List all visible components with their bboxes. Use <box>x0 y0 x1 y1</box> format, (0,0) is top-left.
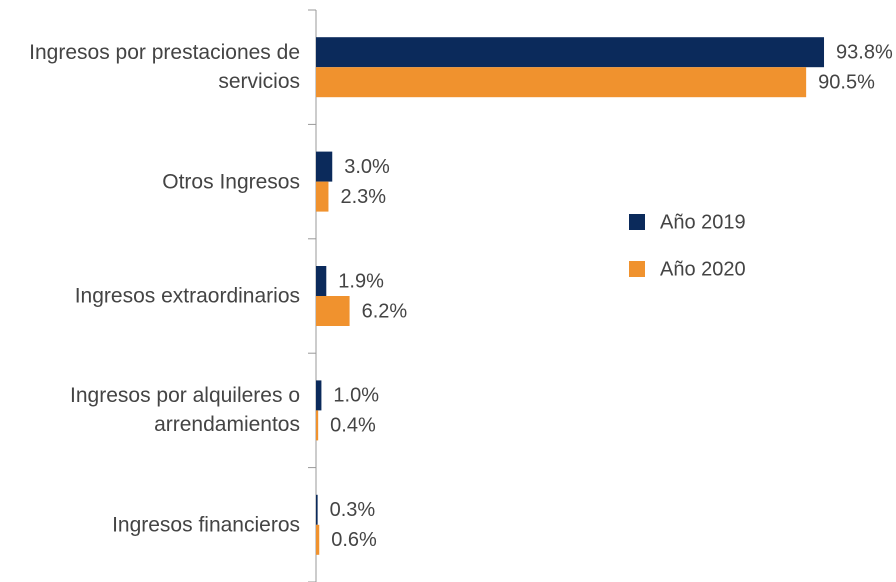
bar <box>316 151 333 182</box>
value-label: 0.6% <box>331 529 377 551</box>
category-label: Ingresos por prestaciones de servicios <box>29 41 300 94</box>
bar <box>316 266 327 296</box>
bar <box>316 524 320 555</box>
value-label: 1.0% <box>333 385 379 407</box>
value-label: 90.5% <box>818 71 875 93</box>
bar <box>316 380 322 411</box>
value-label: 3.0% <box>344 156 390 178</box>
category-label: Ingresos financieros <box>112 513 300 537</box>
value-label: 0.3% <box>330 499 376 521</box>
bar <box>316 296 350 326</box>
legend-swatch <box>629 261 645 277</box>
value-label: 6.2% <box>362 300 408 322</box>
value-label: 1.9% <box>338 270 384 292</box>
bar <box>316 181 329 212</box>
category-label: Ingresos por alquileres o arrendamientos <box>70 384 300 437</box>
value-label: 2.3% <box>340 186 386 208</box>
category-label: Ingresos extraordinarios <box>74 284 300 308</box>
value-label: 93.8% <box>836 41 893 63</box>
legend-swatch <box>629 214 645 230</box>
bar <box>316 67 807 98</box>
value-label: 0.4% <box>330 415 376 437</box>
bar <box>316 410 319 441</box>
category-label: Otros Ingresos <box>162 170 300 194</box>
legend-label: Año 2019 <box>660 211 746 233</box>
bar <box>316 37 825 68</box>
bar <box>316 494 318 525</box>
legend-label: Año 2020 <box>660 258 746 280</box>
